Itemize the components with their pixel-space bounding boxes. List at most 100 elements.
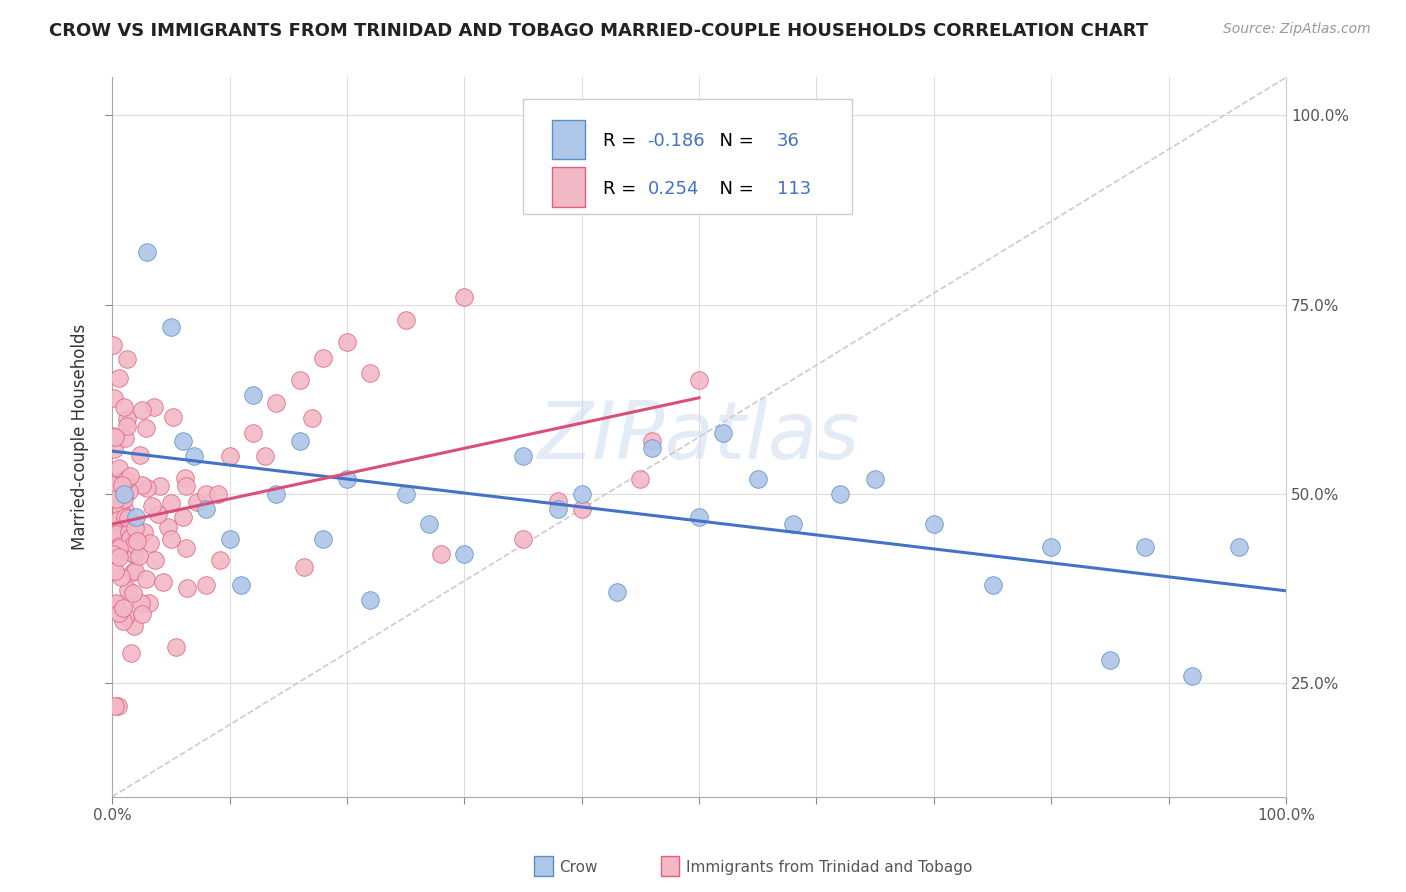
Point	[160, 320, 183, 334]
Point	[110, 544, 132, 558]
Point	[104, 532, 127, 546]
Point	[688, 373, 710, 387]
Point	[105, 527, 128, 541]
Point	[111, 478, 134, 492]
Point	[195, 577, 218, 591]
Point	[110, 570, 132, 584]
Point	[122, 565, 145, 579]
Point	[141, 500, 163, 514]
Point	[148, 508, 170, 522]
Point	[418, 517, 440, 532]
Point	[111, 615, 134, 629]
Point	[115, 352, 138, 367]
Point	[107, 539, 129, 553]
Point	[125, 534, 148, 549]
Point	[105, 491, 128, 506]
Point	[394, 312, 416, 326]
Text: CROW VS IMMIGRANTS FROM TRINIDAD AND TOBAGO MARRIED-COUPLE HOUSEHOLDS CORRELATIO: CROW VS IMMIGRANTS FROM TRINIDAD AND TOB…	[49, 22, 1149, 40]
Point	[111, 601, 134, 615]
Point	[512, 533, 534, 547]
Point	[628, 472, 651, 486]
Text: R =: R =	[603, 132, 641, 151]
Point	[104, 564, 127, 578]
Text: Crow: Crow	[560, 860, 598, 874]
Point	[165, 640, 187, 655]
Point	[118, 525, 141, 540]
Point	[117, 418, 139, 433]
Point	[430, 548, 453, 562]
Point	[120, 531, 142, 545]
Point	[117, 411, 139, 425]
Point	[124, 548, 146, 562]
Point	[104, 491, 127, 506]
Point	[135, 572, 157, 586]
Point	[174, 541, 197, 556]
Point	[114, 502, 136, 516]
Point	[103, 478, 125, 492]
Point	[118, 483, 141, 498]
Point	[174, 479, 197, 493]
Point	[266, 396, 288, 410]
Point	[111, 472, 134, 486]
Point	[135, 421, 157, 435]
Point	[131, 402, 153, 417]
Point	[782, 517, 804, 532]
Point	[195, 502, 218, 516]
Point	[359, 592, 381, 607]
Point	[828, 487, 851, 501]
Point	[156, 520, 179, 534]
Point	[288, 373, 311, 387]
FancyBboxPatch shape	[553, 120, 585, 160]
Point	[131, 607, 153, 621]
Point	[218, 533, 240, 547]
Point	[152, 575, 174, 590]
Point	[136, 244, 159, 259]
Point	[231, 577, 253, 591]
Point	[336, 335, 359, 350]
Point	[266, 487, 288, 501]
FancyBboxPatch shape	[553, 167, 585, 207]
Point	[124, 564, 146, 578]
Point	[336, 472, 359, 486]
Point	[176, 581, 198, 595]
Point	[242, 426, 264, 441]
Point	[174, 471, 197, 485]
Point	[107, 698, 129, 713]
Point	[117, 582, 139, 597]
Point	[108, 606, 131, 620]
Point	[312, 351, 335, 365]
Text: Immigrants from Trinidad and Tobago: Immigrants from Trinidad and Tobago	[686, 860, 973, 874]
Point	[103, 429, 125, 443]
Point	[107, 549, 129, 564]
Point	[453, 548, 475, 562]
Y-axis label: Married-couple Households: Married-couple Households	[72, 324, 89, 550]
Point	[160, 533, 183, 547]
Point	[149, 479, 172, 493]
Point	[134, 525, 156, 540]
Point	[115, 609, 138, 624]
Point	[112, 492, 135, 507]
Point	[1098, 653, 1121, 667]
Point	[121, 546, 143, 560]
Point	[104, 597, 127, 611]
Point	[103, 338, 125, 352]
FancyBboxPatch shape	[523, 99, 852, 214]
Point	[138, 596, 160, 610]
Point	[105, 479, 128, 493]
Point	[124, 521, 146, 535]
Point	[547, 494, 569, 508]
Point	[128, 549, 150, 563]
Point	[103, 597, 125, 611]
Point	[195, 487, 218, 501]
Point	[103, 430, 125, 444]
Point	[117, 511, 139, 525]
Point	[183, 449, 205, 463]
Point	[107, 461, 129, 475]
Point	[571, 502, 593, 516]
Point	[124, 509, 146, 524]
Point	[103, 547, 125, 561]
Point	[112, 401, 135, 415]
Point	[1181, 668, 1204, 682]
Point	[131, 478, 153, 492]
Text: 0.254: 0.254	[647, 180, 699, 198]
